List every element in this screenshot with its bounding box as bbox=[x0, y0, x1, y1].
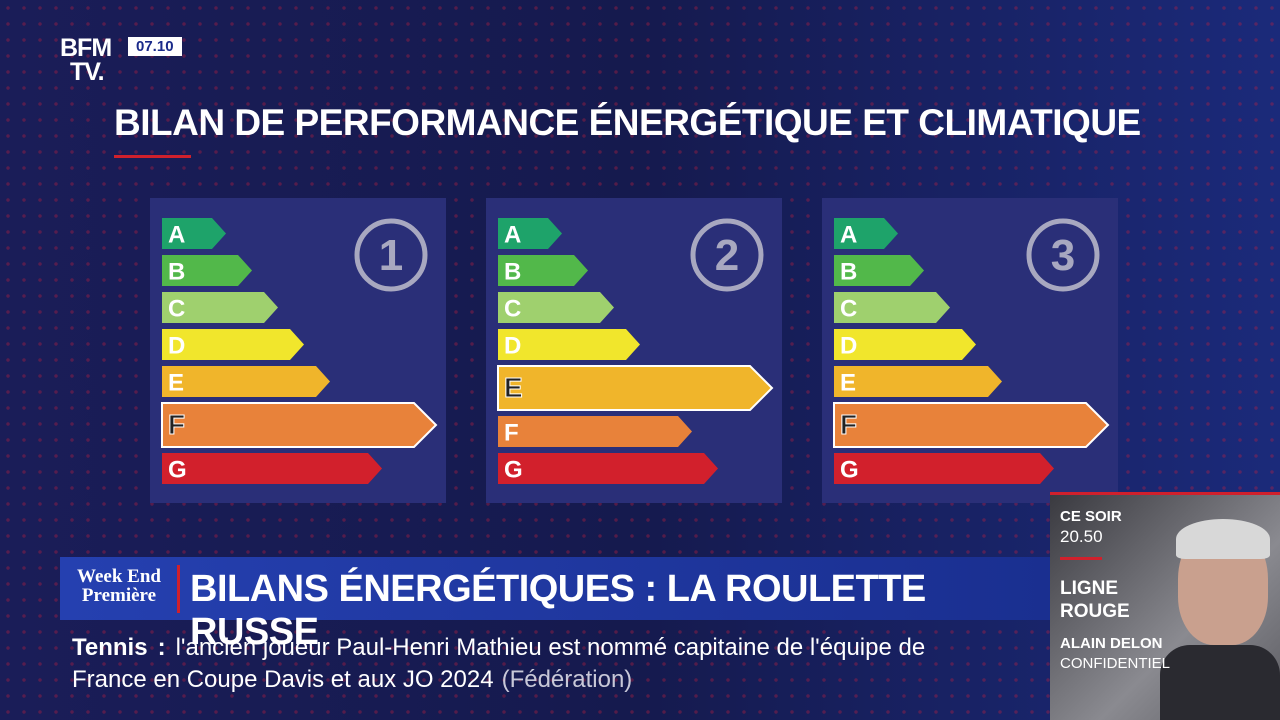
panel-circle bbox=[354, 218, 428, 292]
separator bbox=[177, 565, 180, 613]
energy-bar bbox=[497, 365, 774, 411]
energy-class: F bbox=[504, 420, 519, 447]
show-logo: Week End Première bbox=[64, 567, 174, 611]
energy-class: C bbox=[840, 296, 857, 323]
energy-class: D bbox=[840, 333, 857, 360]
energy-class: E bbox=[840, 370, 856, 397]
ticker: Tennis: l'ancien joueur Paul-Henri Mathie… bbox=[72, 632, 972, 696]
energy-class: B bbox=[504, 259, 521, 286]
ticker-topic: Tennis bbox=[72, 634, 148, 661]
energy-bar bbox=[162, 218, 226, 249]
promo-line bbox=[1060, 557, 1102, 560]
photo-hair bbox=[1176, 519, 1270, 559]
energy-class: D bbox=[168, 333, 185, 360]
ticker-source: (Fédération) bbox=[501, 666, 633, 693]
panel-number: 2 bbox=[715, 231, 739, 280]
logo-top: BFM bbox=[60, 34, 112, 62]
energy-bar bbox=[834, 218, 898, 249]
energy-bar bbox=[834, 292, 950, 323]
energy-class: G bbox=[168, 457, 187, 484]
banner: Week End Première BILANS ÉNERGÉTIQUES : … bbox=[60, 557, 1050, 653]
show-top: Week End bbox=[77, 566, 161, 587]
promo: CE SOIR 20.50 LIGNE ROUGE ALAIN DELON CO… bbox=[1050, 492, 1280, 720]
show-bottom: Première bbox=[81, 585, 157, 606]
energy-bar bbox=[834, 453, 1054, 484]
energy-class: A bbox=[168, 222, 185, 249]
title: BILAN DE PERFORMANCE ÉNERGÉTIQUE ET CLIM… bbox=[114, 102, 1141, 143]
promo-time: 20.50 bbox=[1060, 527, 1103, 546]
panel-number: 1 bbox=[379, 231, 403, 280]
energy-class: F bbox=[168, 409, 185, 440]
energy-class: G bbox=[840, 457, 859, 484]
promo-subject: ALAIN DELON bbox=[1060, 635, 1163, 652]
ticker-separator: : bbox=[157, 634, 166, 661]
energy-class: F bbox=[840, 409, 857, 440]
energy-bar bbox=[498, 292, 614, 323]
energy-class: D bbox=[504, 333, 521, 360]
promo-subtitle: CONFIDENTIEL bbox=[1060, 655, 1171, 672]
energy-bar bbox=[833, 402, 1110, 448]
clock: 07.10 bbox=[128, 37, 182, 56]
channel-logo: BFM TV. bbox=[60, 34, 112, 86]
energy-class: E bbox=[168, 370, 184, 397]
promo-label: CE SOIR bbox=[1060, 508, 1122, 525]
energy-class: B bbox=[168, 259, 185, 286]
energy-bar bbox=[162, 255, 252, 286]
energy-class: A bbox=[504, 222, 521, 249]
panel-number: 3 bbox=[1051, 231, 1075, 280]
energy-bar bbox=[834, 255, 924, 286]
energy-class: B bbox=[840, 259, 857, 286]
energy-bar bbox=[162, 453, 382, 484]
title-underline bbox=[114, 155, 191, 158]
energy-bar bbox=[162, 329, 304, 360]
energy-class: A bbox=[840, 222, 857, 249]
energy-class: C bbox=[504, 296, 521, 323]
energy-bar bbox=[498, 453, 718, 484]
logo-bottom: TV. bbox=[70, 58, 105, 86]
panel-circle bbox=[690, 218, 764, 292]
ticker-text: l'ancien joueur Paul-Henri Mathieu est n… bbox=[72, 634, 926, 693]
energy-class: C bbox=[168, 296, 185, 323]
headline: BILANS ÉNERGÉTIQUES : LA ROULETTE RUSSE bbox=[190, 568, 926, 653]
energy-bar bbox=[834, 329, 976, 360]
energy-bar bbox=[162, 366, 330, 397]
promo-program: LIGNE ROUGE bbox=[1060, 578, 1130, 622]
energy-class: E bbox=[504, 372, 523, 403]
energy-bar bbox=[162, 292, 278, 323]
panel-circle bbox=[1026, 218, 1100, 292]
energy-bar bbox=[834, 366, 1002, 397]
energy-class: G bbox=[504, 457, 523, 484]
energy-bar bbox=[498, 255, 588, 286]
photo-suit bbox=[1160, 645, 1280, 720]
energy-bar bbox=[498, 218, 562, 249]
energy-bar bbox=[498, 329, 640, 360]
energy-bar bbox=[161, 402, 438, 448]
energy-bar bbox=[498, 416, 692, 447]
